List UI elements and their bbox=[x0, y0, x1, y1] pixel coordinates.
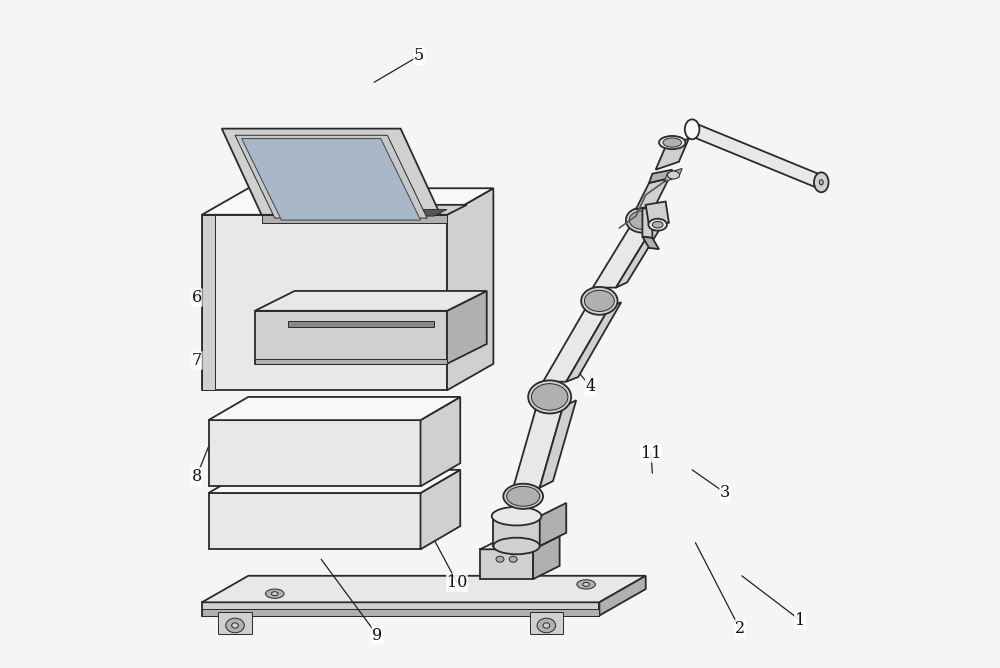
Ellipse shape bbox=[271, 592, 278, 596]
Ellipse shape bbox=[509, 556, 517, 562]
Text: 10: 10 bbox=[447, 574, 467, 591]
Ellipse shape bbox=[626, 208, 659, 232]
Ellipse shape bbox=[584, 291, 614, 311]
Polygon shape bbox=[202, 214, 447, 390]
Ellipse shape bbox=[652, 221, 663, 228]
Polygon shape bbox=[636, 178, 669, 210]
Polygon shape bbox=[222, 129, 440, 214]
Polygon shape bbox=[334, 214, 394, 218]
Polygon shape bbox=[493, 516, 540, 546]
Ellipse shape bbox=[685, 120, 699, 139]
Polygon shape bbox=[480, 549, 533, 579]
Polygon shape bbox=[642, 236, 659, 249]
Ellipse shape bbox=[814, 172, 829, 192]
Ellipse shape bbox=[507, 486, 540, 506]
Polygon shape bbox=[599, 576, 646, 615]
Text: 7: 7 bbox=[191, 352, 202, 369]
Ellipse shape bbox=[492, 507, 541, 526]
Polygon shape bbox=[275, 210, 447, 216]
Polygon shape bbox=[202, 214, 215, 390]
Polygon shape bbox=[616, 222, 664, 288]
Ellipse shape bbox=[265, 589, 284, 599]
Ellipse shape bbox=[226, 618, 244, 633]
Ellipse shape bbox=[819, 180, 823, 185]
Ellipse shape bbox=[543, 623, 550, 628]
Polygon shape bbox=[540, 503, 566, 546]
Polygon shape bbox=[235, 135, 427, 218]
Polygon shape bbox=[209, 493, 421, 549]
Ellipse shape bbox=[581, 287, 618, 315]
Polygon shape bbox=[255, 311, 447, 364]
Polygon shape bbox=[656, 138, 689, 170]
Ellipse shape bbox=[668, 171, 680, 179]
Polygon shape bbox=[209, 420, 421, 486]
Polygon shape bbox=[262, 205, 467, 214]
Ellipse shape bbox=[537, 618, 556, 633]
Ellipse shape bbox=[493, 538, 540, 554]
Polygon shape bbox=[421, 397, 460, 486]
Polygon shape bbox=[566, 302, 621, 381]
Polygon shape bbox=[202, 603, 599, 615]
Text: 6: 6 bbox=[191, 289, 202, 306]
Ellipse shape bbox=[531, 383, 568, 410]
Ellipse shape bbox=[648, 218, 667, 230]
Polygon shape bbox=[242, 138, 421, 220]
Ellipse shape bbox=[232, 623, 238, 628]
Ellipse shape bbox=[663, 138, 682, 147]
Polygon shape bbox=[447, 188, 493, 390]
Polygon shape bbox=[421, 470, 460, 549]
Polygon shape bbox=[543, 307, 609, 381]
Ellipse shape bbox=[528, 380, 571, 413]
Polygon shape bbox=[593, 228, 652, 288]
Polygon shape bbox=[649, 170, 672, 183]
Ellipse shape bbox=[583, 582, 589, 587]
Ellipse shape bbox=[659, 136, 685, 149]
Polygon shape bbox=[288, 321, 434, 327]
Polygon shape bbox=[209, 397, 460, 420]
Polygon shape bbox=[480, 536, 560, 549]
Polygon shape bbox=[540, 400, 576, 488]
Polygon shape bbox=[533, 536, 560, 579]
Polygon shape bbox=[255, 291, 487, 311]
Text: 5: 5 bbox=[414, 47, 424, 64]
Polygon shape bbox=[447, 291, 487, 364]
Ellipse shape bbox=[577, 580, 595, 589]
Text: 3: 3 bbox=[720, 484, 730, 502]
Ellipse shape bbox=[629, 211, 656, 229]
Polygon shape bbox=[530, 613, 563, 634]
Polygon shape bbox=[262, 214, 447, 222]
Polygon shape bbox=[642, 208, 652, 238]
Polygon shape bbox=[218, 613, 252, 634]
Polygon shape bbox=[202, 188, 493, 214]
Polygon shape bbox=[692, 122, 821, 190]
Ellipse shape bbox=[496, 556, 504, 562]
Polygon shape bbox=[202, 609, 599, 615]
Text: 9: 9 bbox=[372, 627, 383, 644]
Polygon shape bbox=[255, 359, 447, 364]
Text: 2: 2 bbox=[735, 621, 745, 637]
Text: 4: 4 bbox=[586, 379, 596, 395]
Polygon shape bbox=[513, 407, 563, 488]
Text: 1: 1 bbox=[795, 612, 805, 629]
Polygon shape bbox=[664, 168, 682, 182]
Text: 8: 8 bbox=[191, 468, 202, 485]
Polygon shape bbox=[209, 470, 460, 493]
Polygon shape bbox=[202, 576, 646, 603]
Text: 11: 11 bbox=[641, 445, 661, 462]
Polygon shape bbox=[646, 202, 669, 226]
Ellipse shape bbox=[503, 484, 543, 509]
